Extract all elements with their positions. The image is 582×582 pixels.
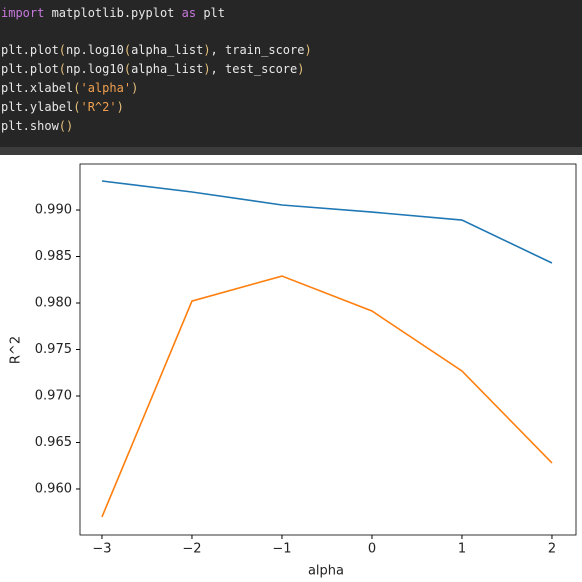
x-tick-label: −2 [182, 542, 201, 557]
y-tick-label: 0.975 [35, 342, 72, 357]
y-tick-label: 0.990 [35, 203, 72, 218]
code-token: ( [58, 43, 67, 57]
code-token: 'alpha' [80, 81, 132, 95]
code-token: plt.ylabel [1, 100, 74, 114]
code-token: ( [73, 81, 81, 95]
code-token: ( [123, 62, 132, 76]
line-series [101, 275, 553, 518]
y-tick-label: 0.980 [35, 296, 72, 311]
code-token: np.log10 [66, 62, 124, 76]
code-token: () [58, 119, 74, 133]
x-tick-label: 1 [458, 542, 466, 557]
code-line: plt.xlabel('alpha') [1, 80, 138, 96]
code-token: ) [203, 43, 211, 57]
code-token: plt.plot [1, 62, 59, 76]
code-token: ( [58, 62, 67, 76]
x-tick-label: −1 [272, 542, 291, 557]
code-token: ) [116, 100, 124, 114]
code-token: np.log10 [66, 43, 124, 57]
code-token: , train_score [210, 43, 305, 57]
code-token: ) [297, 62, 305, 76]
code-token: ) [304, 43, 312, 57]
y-tick-label: 0.970 [35, 388, 72, 403]
y-tick-label: 0.965 [35, 435, 72, 450]
code-token: alpha_list [131, 43, 204, 57]
code-line: import matplotlib.pyplot as plt [1, 5, 225, 21]
code-token: 'R^2' [80, 100, 117, 114]
code-token: plt.xlabel [1, 81, 74, 95]
line-series [101, 180, 553, 264]
code-token: plt.show [1, 119, 59, 133]
code-token: import [1, 6, 45, 20]
code-token: plt [196, 6, 225, 20]
x-axis-label: alpha [308, 564, 344, 579]
code-token: as [181, 6, 197, 20]
code-token: ( [123, 43, 132, 57]
code-token: ( [73, 100, 81, 114]
x-tick-label: 0 [368, 542, 376, 557]
code-token: , test_score [210, 62, 298, 76]
code-token: ) [131, 81, 139, 95]
x-tick-label: −3 [92, 542, 111, 557]
code-line: plt.ylabel('R^2') [1, 99, 124, 115]
code-token: ) [203, 62, 211, 76]
code-line: plt.plot(np.log10(alpha_list), train_sco… [1, 42, 312, 58]
x-tick-label: 2 [548, 542, 556, 557]
code-line: plt.show() [1, 118, 73, 134]
chart: alpha R^2 0.960 0.965 0.970 0.975 0.980 0.985… [9, 163, 577, 579]
y-tick-label: 0.985 [35, 249, 72, 264]
code-token: plt.plot [1, 43, 59, 57]
scrollbar [0, 147, 582, 155]
code-token: alpha_list [131, 62, 204, 76]
code-line: plt.plot(np.log10(alpha_list), test_scor… [1, 61, 304, 77]
plot-frame [79, 163, 577, 536]
code-cell: import matplotlib.pyplot as plt plt.plot… [0, 0, 582, 147]
y-axis-label: R^2 [9, 336, 24, 364]
code-token: matplotlib.pyplot [44, 6, 182, 20]
y-tick-label: 0.960 [35, 481, 72, 496]
